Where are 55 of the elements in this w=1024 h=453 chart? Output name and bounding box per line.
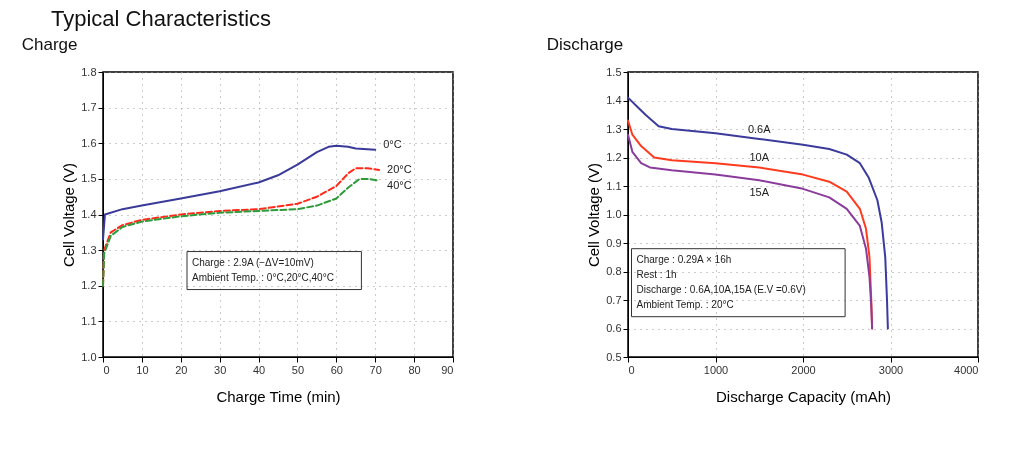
y-tick-label: 1.1: [606, 179, 622, 192]
x-tick-label: 0: [628, 363, 635, 376]
x-tick-label: 80: [408, 363, 421, 376]
annotation: Discharge : 0.6A,10A,15A (E.V =0.6V): [636, 284, 806, 296]
annotation: Ambient Temp. : 0°C,20°C,40°C: [192, 272, 334, 284]
y-tick-label: 0.9: [606, 236, 622, 249]
chart-title: Typical Characteristics: [50, 6, 272, 32]
y-tick-label: 1.5: [81, 172, 97, 185]
chart-subtitle: Discharge: [546, 35, 624, 54]
y-tick-label: 1.5: [606, 65, 622, 78]
series-label: 10A: [749, 151, 770, 164]
x-tick-label: 10: [136, 363, 149, 376]
annotation: Rest : 1h: [636, 269, 677, 281]
y-tick-label: 1.7: [81, 101, 97, 114]
series-label: 0.6A: [747, 122, 772, 135]
y-tick-label: 1.3: [606, 122, 622, 135]
x-tick-label: 3000: [878, 363, 904, 376]
x-tick-label: 40: [252, 363, 266, 376]
series-label: 20°C: [387, 162, 412, 175]
line-series: [102, 144, 377, 241]
x-tick-label: 60: [330, 363, 343, 376]
y-tick-label: 1.0: [606, 208, 622, 220]
x-tick-label: 20: [175, 363, 188, 376]
x-axis-title: Charge Time (min): [216, 387, 341, 405]
x-tick-label: 1000: [703, 363, 729, 376]
y-tick-label: 1.4: [606, 94, 622, 106]
series-label: 15A: [749, 186, 770, 199]
x-tick-label: 50: [291, 363, 305, 376]
annotation: Charge : 0.29A × 16h: [636, 254, 732, 266]
x-axis-title: Discharge Capacity (mAh): [715, 387, 892, 405]
y-tick-label: 1.3: [81, 243, 97, 256]
y-tick-label: 0.8: [606, 265, 622, 277]
y-tick-label: 1.0: [81, 350, 97, 363]
y-tick-label: 1.2: [606, 151, 622, 163]
annotation: Ambient Temp. : 20°C: [636, 299, 734, 311]
y-tick-label: 1.4: [81, 208, 97, 220]
series-label: 0°C: [383, 137, 402, 150]
y-tick-label: 1.8: [81, 65, 97, 78]
x-tick-label: 2000: [791, 363, 816, 376]
x-tick-label: 90: [441, 363, 454, 376]
x-tick-label: 4000: [954, 363, 979, 376]
y-tick-label: 0.7: [606, 293, 622, 306]
annotation: Charge : 2.9A (−ΔV=10mV): [192, 257, 314, 269]
y-tick-label: 1.2: [81, 279, 97, 292]
y-tick-label: 0.5: [606, 350, 622, 363]
y-axis-title: Cell Voltage (V): [585, 162, 603, 268]
y-tick-label: 1.1: [81, 314, 97, 327]
y-tick-label: 0.6: [606, 322, 622, 334]
x-tick-label: 30: [214, 363, 227, 376]
series-label: 40°C: [387, 178, 412, 191]
chart-subtitle: Charge: [21, 35, 78, 54]
y-tick-label: 1.6: [81, 136, 97, 149]
y-axis-title: Cell Voltage (V): [60, 162, 78, 268]
x-tick-label: 70: [369, 363, 382, 376]
x-tick-label: 0: [103, 363, 110, 376]
